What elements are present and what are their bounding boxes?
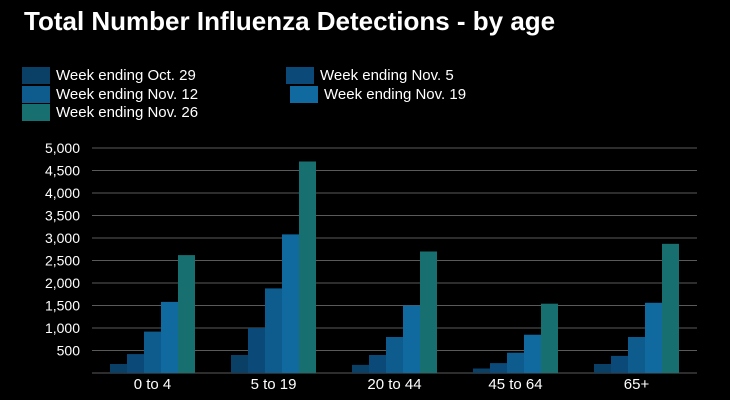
y-tick-label: 3,000 (45, 230, 80, 246)
bar (420, 251, 437, 373)
bar (369, 355, 386, 373)
legend-item-oct-29: Week ending Oct. 29 (22, 66, 196, 84)
y-tick-label: 500 (57, 343, 81, 359)
legend-label-nov-12: Week ending Nov. 12 (56, 85, 199, 103)
bar (541, 303, 558, 373)
legend-swatch-nov-19 (290, 85, 318, 103)
bar (645, 302, 662, 373)
legend-swatch-oct-29 (22, 66, 50, 84)
x-category-label: 45 to 64 (488, 376, 542, 393)
legend-swatch-nov-12 (22, 85, 50, 103)
legend-label-nov-19: Week ending Nov. 19 (324, 85, 467, 103)
bar (473, 368, 490, 373)
y-tick-label: 2,000 (45, 275, 80, 291)
bar (403, 305, 420, 373)
bar (127, 354, 144, 373)
legend: Week ending Oct. 29 Week ending Nov. 5 W… (22, 66, 582, 122)
bar (628, 337, 645, 373)
legend-item-nov-5: Week ending Nov. 5 (286, 66, 454, 84)
legend-item-nov-19: Week ending Nov. 19 (290, 85, 466, 103)
y-tick-label: 3,500 (45, 208, 80, 224)
bar (386, 337, 403, 373)
bar (265, 288, 282, 373)
legend-label-oct-29: Week ending Oct. 29 (56, 66, 196, 84)
y-tick-label: 4,000 (45, 185, 80, 201)
bar (352, 364, 369, 373)
legend-item-nov-26: Week ending Nov. 26 (22, 103, 198, 121)
y-tick-label: 2,500 (45, 253, 80, 269)
bar (662, 243, 679, 373)
bar (524, 334, 541, 373)
bar (110, 364, 127, 373)
x-category-label: 20 to 44 (367, 376, 421, 393)
bar (507, 352, 524, 373)
bar (490, 363, 507, 373)
x-category-label: 0 to 4 (134, 376, 172, 393)
y-tick-label: 4,500 (45, 163, 80, 179)
legend-label-nov-5: Week ending Nov. 5 (320, 66, 454, 84)
legend-label-nov-26: Week ending Nov. 26 (56, 103, 199, 121)
y-tick-label: 1,500 (45, 298, 80, 314)
bar (161, 301, 178, 373)
y-tick-label: 5,000 (45, 140, 80, 156)
bar (178, 255, 195, 373)
legend-swatch-nov-26 (22, 103, 50, 121)
bar (248, 328, 265, 373)
bar (144, 331, 161, 373)
bar (231, 355, 248, 373)
legend-item-nov-12: Week ending Nov. 12 (22, 85, 198, 103)
chart-title: Total Number Influenza Detections - by a… (24, 6, 556, 36)
bar (282, 234, 299, 373)
bar (299, 161, 316, 373)
y-tick-label: 1,000 (45, 320, 80, 336)
bar (611, 355, 628, 373)
x-category-label: 65+ (624, 376, 650, 393)
x-category-label: 5 to 19 (251, 376, 297, 393)
bar (594, 364, 611, 373)
legend-swatch-nov-5 (286, 66, 314, 84)
